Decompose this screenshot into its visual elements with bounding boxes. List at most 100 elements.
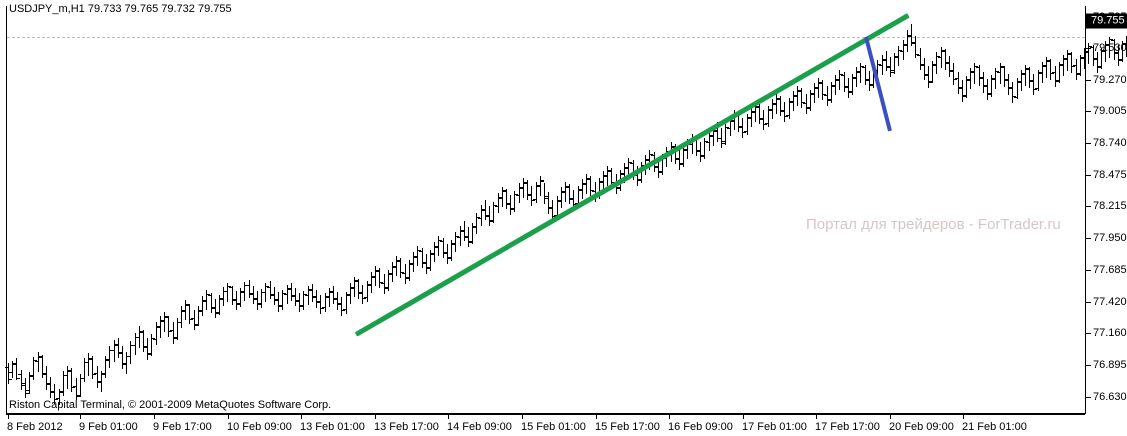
ohlc-close-tick: [473, 226, 476, 227]
ohlc-close-tick: [503, 190, 506, 191]
ohlc-close-tick: [520, 187, 523, 188]
ohlc-close-tick: [17, 378, 20, 379]
ohlc-bar: [189, 304, 190, 324]
ohlc-open-tick: [9, 372, 12, 373]
time-tick: [669, 414, 670, 419]
ohlc-close-tick: [347, 295, 350, 296]
ohlc-close-tick: [439, 240, 442, 241]
price-tick: [1086, 48, 1091, 50]
ohlc-bar: [291, 283, 292, 301]
ohlc-close-tick: [899, 50, 902, 51]
ohlc-bar: [502, 187, 503, 207]
ohlc-open-tick: [676, 159, 679, 160]
ohlc-bar: [949, 56, 950, 77]
ohlc-bar: [924, 58, 925, 80]
ohlc-bar: [578, 186, 579, 207]
ohlc-bar: [822, 80, 823, 100]
ohlc-bar: [797, 86, 798, 106]
ohlc-close-tick: [579, 189, 582, 190]
ohlc-bar: [405, 264, 406, 284]
ohlc-bar: [839, 70, 840, 90]
ohlc-bar: [1059, 62, 1060, 83]
ohlc-bar: [920, 48, 921, 70]
ohlc-close-tick: [878, 64, 881, 65]
ohlc-open-tick: [233, 299, 236, 300]
price-axis-label: 79.530: [1093, 42, 1127, 55]
ohlc-bar: [362, 285, 363, 304]
ohlc-open-tick: [271, 294, 274, 295]
ohlc-open-tick: [309, 290, 312, 291]
ohlc-close-tick: [342, 310, 345, 311]
ohlc-bar: [1000, 63, 1001, 84]
ohlc-bar: [1042, 62, 1043, 83]
ohlc-close-tick: [220, 299, 223, 300]
time-tick: [963, 414, 964, 419]
ohlc-bar: [413, 252, 414, 272]
ohlc-close-tick: [515, 194, 518, 195]
ohlc-close-tick: [853, 77, 856, 78]
ohlc-open-tick: [220, 298, 223, 299]
ohlc-bar: [573, 190, 574, 210]
ohlc-close-tick: [819, 82, 822, 83]
ohlc-bar: [523, 178, 524, 198]
ohlc-open-tick: [127, 356, 130, 357]
ohlc-open-tick: [558, 201, 561, 202]
ohlc-open-tick: [300, 305, 303, 306]
ohlc-close-tick: [984, 86, 987, 87]
ohlc-open-tick: [604, 176, 607, 177]
ohlc-open-tick: [486, 216, 489, 217]
ohlc-bar: [1114, 39, 1115, 60]
ohlc-close-tick: [195, 325, 198, 326]
ohlc-open-tick: [971, 72, 974, 73]
ohlc-open-tick: [376, 271, 379, 272]
ohlc-open-tick: [22, 383, 25, 384]
ohlc-close-tick: [469, 242, 472, 243]
ohlc-close-tick: [1068, 53, 1071, 54]
time-axis-label: 15 Feb 17:00: [595, 421, 660, 433]
ohlc-close-tick: [731, 120, 734, 121]
ohlc-open-tick: [545, 196, 548, 197]
ohlc-open-tick: [165, 317, 168, 318]
ohlc-close-tick: [123, 364, 126, 365]
ohlc-bar: [21, 370, 22, 390]
ohlc-open-tick: [790, 102, 793, 103]
ohlc-bar: [25, 378, 26, 398]
ohlc-close-tick: [43, 373, 46, 374]
ohlc-open-tick: [355, 281, 358, 282]
ohlc-open-tick: [473, 227, 476, 228]
ohlc-close-tick: [1005, 80, 1008, 81]
ohlc-open-tick: [748, 118, 751, 119]
ohlc-open-tick: [891, 70, 894, 71]
ohlc-bar: [649, 150, 650, 170]
chart-plot-area[interactable]: [6, 6, 1085, 414]
ohlc-open-tick: [338, 303, 341, 304]
ohlc-bar: [308, 286, 309, 305]
ohlc-bar: [76, 378, 77, 400]
ohlc-open-tick: [655, 167, 658, 168]
ohlc-bar: [295, 288, 296, 306]
ohlc-bar: [810, 90, 811, 111]
ohlc-bar: [223, 287, 224, 306]
ohlc-bar: [835, 75, 836, 95]
price-tick: [1086, 238, 1091, 240]
ohlc-bar: [831, 82, 832, 103]
ohlc-close-tick: [916, 54, 919, 55]
ohlc-close-tick: [836, 79, 839, 80]
ohlc-open-tick: [5, 367, 8, 368]
ohlc-bar: [489, 206, 490, 226]
ohlc-open-tick: [507, 204, 510, 205]
time-axis-label: 9 Feb 17:00: [153, 421, 212, 433]
ohlc-close-tick: [861, 66, 864, 67]
ohlc-open-tick: [140, 332, 143, 333]
price-axis[interactable]: 79.79579.75579.53079.27079.00578.74078.4…: [1085, 6, 1127, 414]
ohlc-close-tick: [655, 166, 658, 167]
ohlc-bar: [177, 318, 178, 340]
ohlc-open-tick: [186, 305, 189, 306]
time-tick: [301, 414, 302, 419]
ohlc-bar: [721, 128, 722, 148]
ohlc-bar: [641, 162, 642, 183]
ohlc-close-tick: [376, 270, 379, 271]
ohlc-close-tick: [963, 96, 966, 97]
ohlc-bar: [337, 292, 338, 310]
ohlc-bar: [333, 286, 334, 304]
